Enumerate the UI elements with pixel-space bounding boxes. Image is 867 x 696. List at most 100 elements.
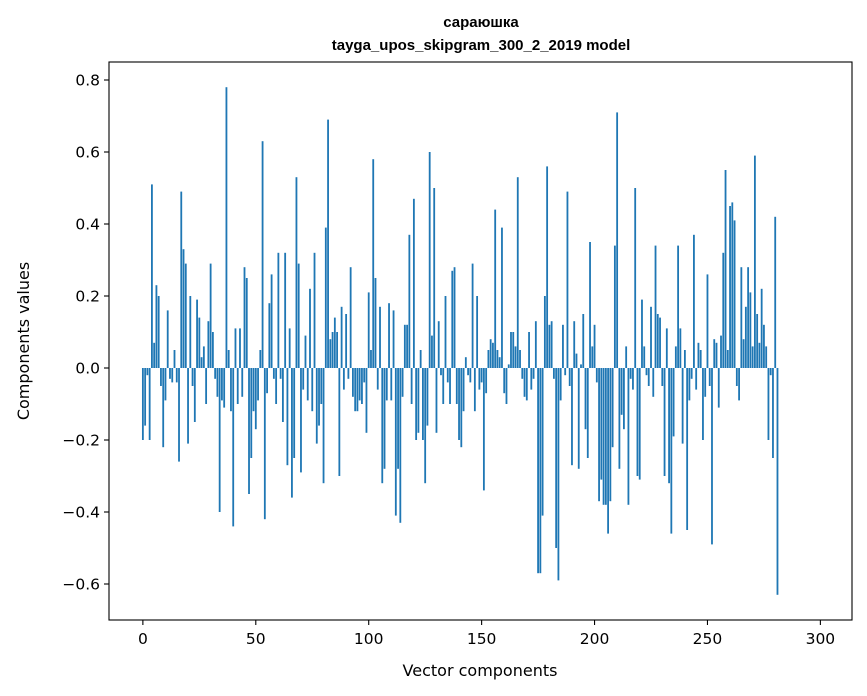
bar bbox=[772, 368, 774, 458]
bar bbox=[720, 335, 722, 368]
bar bbox=[731, 202, 734, 368]
bar bbox=[178, 368, 180, 462]
bar bbox=[620, 368, 623, 415]
bar bbox=[239, 328, 241, 368]
bar bbox=[530, 368, 533, 390]
bar bbox=[654, 245, 657, 368]
bar bbox=[568, 368, 571, 386]
bar bbox=[440, 368, 442, 376]
bar bbox=[227, 350, 230, 368]
x-tick-label: 150 bbox=[467, 630, 497, 648]
bar bbox=[223, 368, 226, 408]
bar bbox=[514, 346, 517, 368]
bar bbox=[708, 368, 711, 386]
bar bbox=[541, 368, 544, 516]
bar bbox=[259, 350, 262, 368]
bar bbox=[187, 368, 189, 444]
bar bbox=[175, 368, 178, 383]
bar bbox=[679, 328, 682, 368]
bar bbox=[607, 368, 609, 534]
bar bbox=[214, 368, 217, 379]
bar bbox=[313, 252, 316, 368]
bar bbox=[532, 368, 535, 379]
bar bbox=[431, 335, 433, 368]
bar bbox=[327, 119, 329, 368]
bar bbox=[367, 292, 370, 368]
bar bbox=[471, 263, 474, 368]
bar bbox=[412, 198, 415, 368]
x-axis-ticks: 0 50 100 150 200 250 300 bbox=[138, 620, 835, 648]
bar bbox=[729, 206, 731, 368]
bar bbox=[625, 346, 628, 368]
bar bbox=[169, 368, 171, 379]
bar bbox=[546, 166, 549, 368]
bar bbox=[492, 342, 494, 368]
bar bbox=[661, 368, 664, 386]
bar bbox=[645, 368, 648, 376]
y-tick-label: −0.2 bbox=[62, 432, 100, 450]
y-tick-label: −0.6 bbox=[62, 576, 100, 594]
bar bbox=[153, 342, 156, 368]
bar bbox=[559, 368, 562, 401]
bar bbox=[257, 368, 259, 401]
bar bbox=[345, 314, 348, 368]
bar bbox=[609, 368, 612, 502]
bar bbox=[548, 324, 551, 368]
bar bbox=[573, 321, 576, 368]
bar bbox=[618, 368, 621, 469]
bar bbox=[243, 267, 246, 368]
bar bbox=[469, 368, 472, 383]
bar bbox=[507, 364, 510, 368]
bar bbox=[309, 288, 311, 368]
bar bbox=[711, 368, 713, 545]
bar bbox=[164, 368, 167, 401]
bar bbox=[252, 368, 255, 412]
bar bbox=[293, 368, 296, 458]
bar bbox=[435, 368, 438, 433]
bar bbox=[397, 368, 399, 469]
bar bbox=[155, 285, 158, 368]
bar bbox=[291, 368, 293, 498]
bar bbox=[451, 270, 454, 368]
bar bbox=[586, 368, 589, 458]
bar bbox=[552, 368, 555, 379]
bar bbox=[422, 368, 424, 440]
bar bbox=[286, 368, 289, 466]
bar bbox=[390, 368, 393, 401]
bar bbox=[516, 177, 519, 368]
bar bbox=[489, 339, 492, 368]
bar bbox=[336, 332, 338, 368]
bar bbox=[512, 332, 515, 368]
bar bbox=[758, 342, 761, 368]
bar bbox=[254, 368, 257, 430]
bar bbox=[638, 368, 641, 480]
bar bbox=[381, 368, 384, 484]
bar bbox=[753, 155, 756, 368]
bar bbox=[401, 368, 404, 397]
y-tick-label: −0.4 bbox=[62, 504, 100, 522]
bar bbox=[659, 317, 661, 368]
bar bbox=[205, 368, 208, 404]
bar bbox=[410, 368, 413, 404]
bar bbox=[370, 350, 372, 368]
bar bbox=[141, 368, 144, 440]
bar bbox=[216, 368, 219, 397]
bar bbox=[300, 368, 302, 473]
bar bbox=[697, 342, 700, 368]
y-tick-label: 0.6 bbox=[75, 144, 100, 162]
bar bbox=[455, 368, 458, 404]
bar bbox=[503, 368, 506, 394]
bar bbox=[275, 368, 278, 404]
bar bbox=[173, 350, 176, 368]
bar bbox=[180, 191, 183, 368]
bar bbox=[302, 368, 305, 390]
bar bbox=[699, 350, 702, 368]
bar bbox=[394, 368, 397, 516]
bar bbox=[266, 368, 268, 394]
bar bbox=[623, 368, 625, 430]
bar bbox=[519, 350, 521, 368]
bar bbox=[200, 357, 203, 368]
bar bbox=[713, 339, 716, 368]
bar bbox=[776, 368, 779, 595]
bar bbox=[146, 368, 149, 376]
